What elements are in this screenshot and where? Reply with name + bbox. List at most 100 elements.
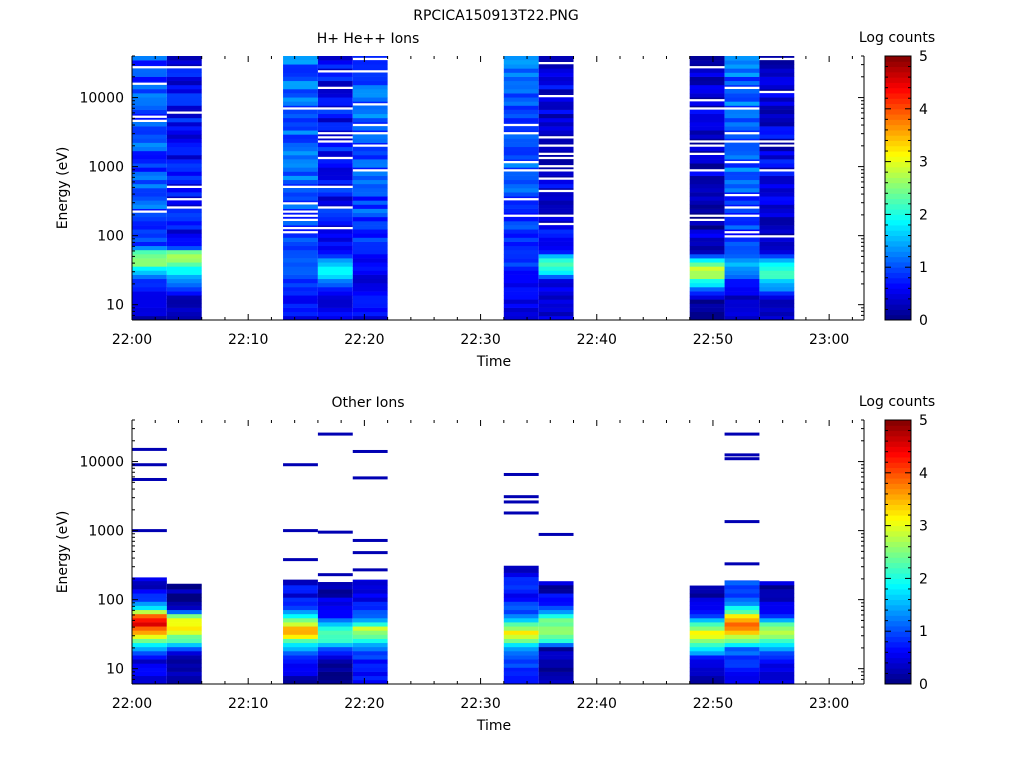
colorbar-segment	[885, 240, 911, 247]
heatmap-cell	[132, 671, 167, 677]
heatmap-cell	[283, 262, 318, 267]
heatmap-cell	[166, 167, 202, 172]
colorbar-segment	[885, 467, 911, 474]
heatmap-cell	[724, 56, 760, 61]
heatmap-cell	[283, 183, 318, 186]
heatmap-cell	[283, 126, 318, 131]
heatmap-cell	[352, 68, 388, 71]
colorbar-segment	[885, 166, 911, 173]
heatmap-column	[352, 56, 388, 321]
heatmap-cell	[503, 216, 539, 222]
heatmap-cell	[724, 208, 760, 214]
heatmap-cell	[689, 601, 725, 606]
heatmap-cell	[503, 249, 539, 255]
heatmap-cell	[503, 101, 539, 106]
heatmap-cell	[503, 622, 539, 627]
heatmap-cell	[132, 84, 167, 90]
heatmap-cell	[503, 262, 539, 267]
heatmap-cell	[283, 613, 318, 619]
heatmap-cell	[352, 254, 388, 259]
heatmap-cell	[283, 295, 318, 300]
heatmap-line	[503, 495, 539, 499]
heatmap-cell	[317, 582, 353, 586]
heatmap-cell	[503, 303, 539, 308]
heatmap-cell	[724, 93, 760, 98]
colorbar-segment	[885, 678, 911, 685]
heatmap-cell	[166, 583, 202, 586]
heatmap-cell	[317, 634, 353, 639]
heatmap-cell	[283, 113, 318, 119]
heatmap-cell	[689, 282, 725, 288]
heatmap-line	[724, 520, 760, 524]
heatmap-cell	[689, 585, 725, 590]
heatmap-cell	[538, 138, 574, 143]
panel-other-ions: Other Ions 22:00 22:10 22:20 22:30 22:40 22:50…	[55, 394, 935, 734]
heatmap-cell	[352, 593, 388, 598]
heatmap-cell	[132, 597, 167, 602]
heatmap-cell	[724, 68, 760, 73]
heatmap-cell	[166, 679, 202, 685]
heatmap-cell	[317, 134, 353, 137]
heatmap-cell	[132, 60, 167, 65]
heatmap-cell	[132, 646, 167, 652]
heatmap-cell	[166, 299, 202, 304]
heatmap-cell	[724, 113, 760, 119]
heatmap-line	[352, 568, 388, 572]
heatmap-cell	[283, 655, 318, 660]
heatmap-cell	[689, 274, 725, 280]
heatmap-cell	[317, 196, 353, 201]
heatmap-cell	[759, 249, 795, 255]
heatmap-cell	[283, 179, 318, 185]
heatmap-cell	[538, 212, 574, 215]
heatmap-cell	[503, 146, 539, 152]
heatmap-cell	[689, 84, 725, 90]
heatmap-cell	[132, 659, 167, 664]
colorbar-segment	[885, 456, 911, 463]
heatmap-cell	[503, 618, 539, 623]
heatmap-line	[352, 449, 388, 453]
heatmap-cell	[166, 634, 202, 639]
heatmap-cell	[352, 89, 388, 94]
heatmap-cell	[503, 675, 539, 681]
heatmap-cell	[538, 56, 574, 61]
heatmap-cell	[538, 233, 574, 238]
heatmap-cell	[352, 208, 388, 214]
heatmap-cell	[166, 221, 202, 226]
y-tick-label: 1000	[88, 160, 124, 176]
heatmap-cell	[352, 585, 388, 590]
heatmap-cell	[759, 97, 795, 102]
heatmap-cell	[166, 208, 202, 214]
colorbar-segment	[885, 488, 911, 495]
heatmap-column	[317, 56, 353, 321]
heatmap-cell	[689, 245, 725, 251]
heatmap-cell	[503, 188, 539, 193]
heatmap-cell	[724, 593, 760, 598]
heatmap-cell	[724, 179, 760, 185]
heatmap-cell	[538, 134, 574, 137]
heatmap-cell	[132, 679, 167, 685]
colorbar-segment	[885, 625, 911, 632]
heatmap-column	[538, 532, 574, 685]
heatmap-cell	[538, 163, 574, 166]
heatmap-cell	[503, 597, 539, 602]
heatmap-cell	[132, 237, 167, 242]
heatmap-cell	[283, 258, 318, 263]
heatmap-cell	[132, 622, 167, 627]
heatmap-cell	[352, 613, 388, 619]
heatmap-cell	[724, 274, 760, 280]
heatmap-cell	[724, 155, 760, 160]
heatmap-cell	[759, 183, 795, 189]
heatmap-cell	[283, 638, 318, 644]
heatmap-column	[689, 585, 725, 685]
heatmap-cell	[132, 117, 167, 120]
heatmap-cell	[503, 291, 539, 296]
heatmap-cell	[724, 311, 760, 317]
heatmap-cell	[317, 618, 353, 623]
colorbar-tick-label: 3	[919, 519, 928, 535]
heatmap-line	[283, 529, 318, 533]
heatmap-cell	[724, 72, 760, 77]
heatmap-cell	[538, 605, 574, 611]
heatmap-cell	[283, 315, 318, 321]
heatmap-cell	[166, 89, 202, 94]
